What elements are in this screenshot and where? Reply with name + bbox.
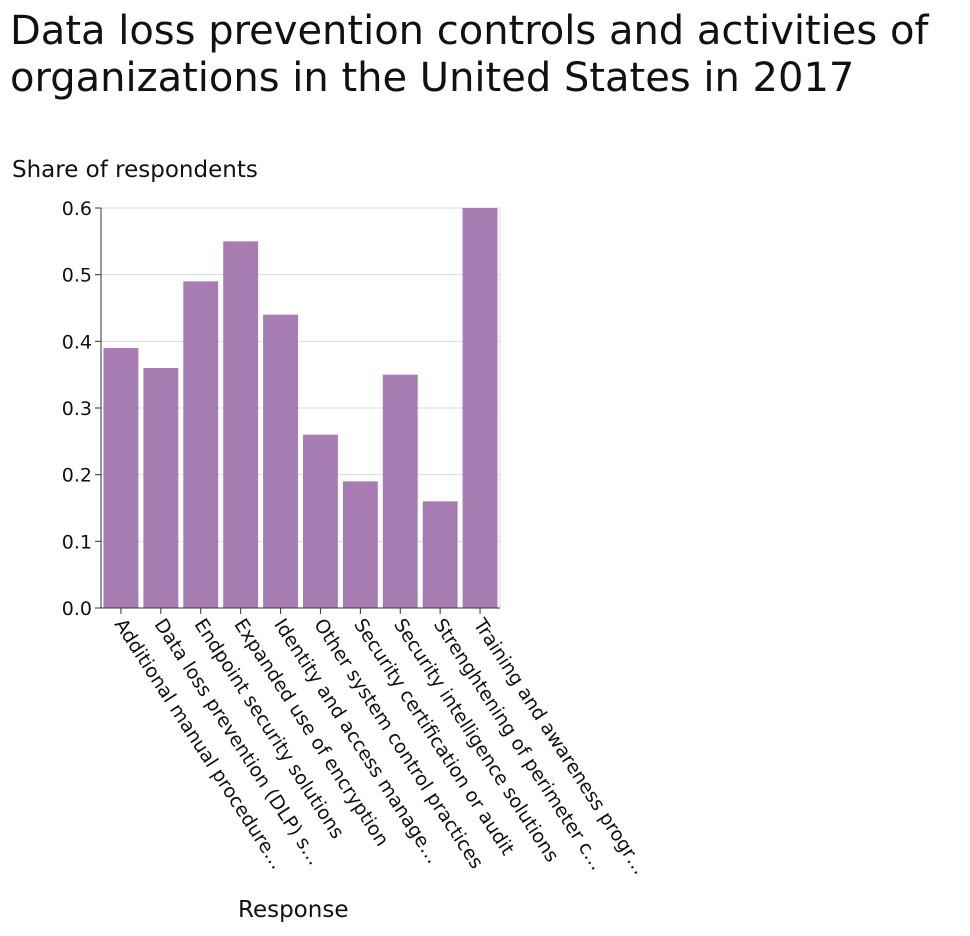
- bar: [382, 374, 418, 608]
- y-tick-label: 0.5: [62, 265, 92, 287]
- chart-title: Data loss prevention controls and activi…: [10, 8, 929, 101]
- y-tick-label: 0.2: [62, 465, 92, 487]
- y-tick-label: 0.3: [62, 398, 92, 420]
- y-tick-label: 0.6: [62, 198, 92, 220]
- y-tick-label: 0.0: [62, 598, 92, 620]
- bars: [103, 208, 498, 609]
- bar: [183, 281, 219, 608]
- y-axis-label: Share of respondents: [12, 157, 258, 183]
- y-tick-label: 0.4: [62, 331, 92, 353]
- bar: [103, 348, 139, 608]
- bar: [342, 481, 378, 608]
- bar: [303, 434, 338, 608]
- bar: [223, 241, 259, 609]
- y-ticks: 0.0 0.1 0.2 0.3 0.4 0.5 0.6: [62, 198, 101, 620]
- x-axis-label: Response: [238, 897, 349, 923]
- bar: [422, 501, 458, 608]
- bar: [462, 208, 498, 608]
- bar: [143, 368, 179, 608]
- x-ticks: Additional manual procedure…Data loss pr…: [110, 608, 651, 879]
- bar: [263, 314, 298, 608]
- y-tick-label: 0.1: [62, 531, 92, 553]
